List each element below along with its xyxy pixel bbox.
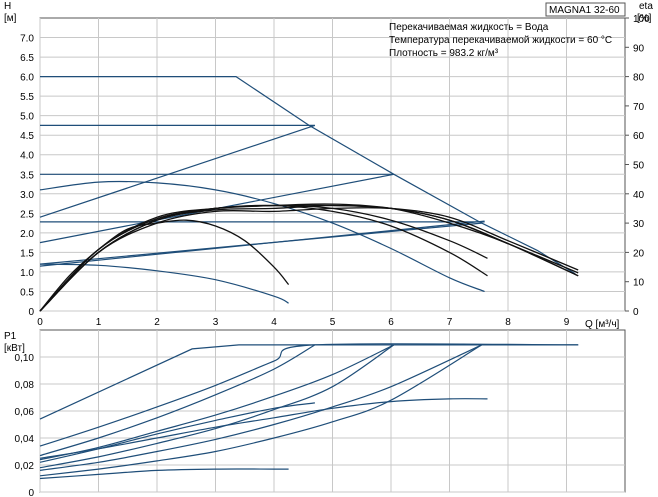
y-tick-label: 1.5: [20, 248, 34, 259]
eta-tick-label: 100: [633, 14, 650, 25]
power-curve: [39, 344, 483, 477]
y-tick-label: 3.0: [20, 190, 34, 201]
eta-tick-label: 80: [633, 73, 645, 84]
x-tick-label: 1: [96, 317, 102, 328]
power-grid: [39, 330, 625, 493]
y-tick-label: 3.5: [20, 170, 34, 181]
y-tick-label: 4.5: [20, 131, 34, 142]
head-x-ticks: 0 1 2 3 4 5 6 7 8 9: [37, 317, 570, 328]
power-axis-unit: [кВт]: [4, 343, 25, 354]
y-axis-unit: [м]: [4, 13, 17, 24]
efficiency-curve: [39, 203, 579, 312]
density-info: Плотность = 983.2 кг/м³: [389, 48, 499, 59]
y-tick-label: 4.0: [20, 151, 34, 162]
y2-axis-unit: [%]: [637, 13, 652, 24]
x-tick-label: 8: [505, 317, 511, 328]
x-tick-label: 6: [388, 317, 394, 328]
head-y-ticks: 0 0.5 1.0 1.5 2.0 2.5 3.0 3.5 4.0 4.5 5.0 5.5 6.0 6.5…: [20, 34, 34, 318]
min-curve: [39, 263, 289, 304]
power-axis-symbol: P1: [4, 331, 17, 342]
power-curve: [39, 343, 579, 447]
x-tick-label: 9: [564, 317, 570, 328]
y-tick-label: 5.0: [20, 112, 34, 123]
efficiency-curve: [39, 207, 579, 312]
model-title: MAGNA1 32-60: [549, 5, 620, 16]
y-tick-label: 5.5: [20, 92, 34, 103]
y-tick-label: 2.0: [20, 229, 34, 240]
eta-tick-label: 30: [633, 219, 645, 230]
power-curve: [39, 344, 395, 461]
eta-tick-label: 90: [633, 43, 645, 54]
power-tick-label: 0,10: [15, 353, 35, 364]
power-curve: [39, 344, 316, 457]
power-tick-label: 0,08: [15, 380, 35, 391]
autoadapt-curve: [39, 180, 485, 293]
y2-axis-symbol: eta: [639, 1, 653, 12]
power-series: [39, 343, 579, 480]
y-tick-label: 2.5: [20, 209, 34, 220]
y-tick-label: 1.0: [20, 268, 34, 279]
power-curve: [39, 468, 289, 480]
power-y-ticks: 0 0,02 0,04 0,06 0,08 0,10: [15, 353, 35, 497]
power-curve: [39, 344, 482, 471]
eta-tick-label: 50: [633, 161, 645, 172]
x-tick-label: 4: [271, 317, 277, 328]
y-tick-label: 6.0: [20, 73, 34, 84]
power-curve: [39, 402, 315, 463]
y-tick-label: 0.5: [20, 287, 34, 298]
eta-tick-label: 0: [633, 307, 639, 318]
x-tick-label: 3: [213, 317, 219, 328]
y-tick-label: 6.5: [20, 53, 34, 64]
x-tick-label: 5: [330, 317, 336, 328]
x-axis-label: Q [м³/ч]: [585, 319, 620, 330]
model-title-box: [545, 2, 626, 17]
eta-tick-label: 40: [633, 190, 645, 201]
eta-tick-label: 10: [633, 278, 645, 289]
eta-tick-label: 60: [633, 131, 645, 142]
y-tick-label: 7.0: [20, 34, 34, 45]
proportional-curve: [39, 124, 316, 218]
proportional-curve: [39, 220, 485, 267]
power-tick-label: 0: [28, 488, 34, 497]
x-tick-label: 7: [447, 317, 453, 328]
eta-tick-label: 20: [633, 248, 645, 259]
power-tick-label: 0,02: [15, 461, 35, 472]
y-axis-symbol: H: [4, 1, 11, 12]
eta-y-ticks: 0 10 20 30 40 50 60 70 80 90 100: [625, 14, 650, 318]
power-tick-label: 0,06: [15, 407, 35, 418]
temperature-info: Температура перекачиваемой жидкости = 60…: [389, 35, 612, 46]
efficiency-curve: [39, 219, 290, 312]
x-tick-label: 2: [154, 317, 160, 328]
power-curve: [39, 398, 488, 459]
y-tick-label: 0: [28, 307, 34, 318]
head-series: [39, 76, 579, 312]
eta-tick-label: 70: [633, 102, 645, 113]
power-curve: [39, 344, 395, 469]
fluid-info: Перекачиваемая жидкость = Вода: [389, 22, 549, 33]
max-power-curve: [39, 344, 579, 420]
power-tick-label: 0,04: [15, 434, 35, 445]
x-tick-label: 0: [37, 317, 43, 328]
